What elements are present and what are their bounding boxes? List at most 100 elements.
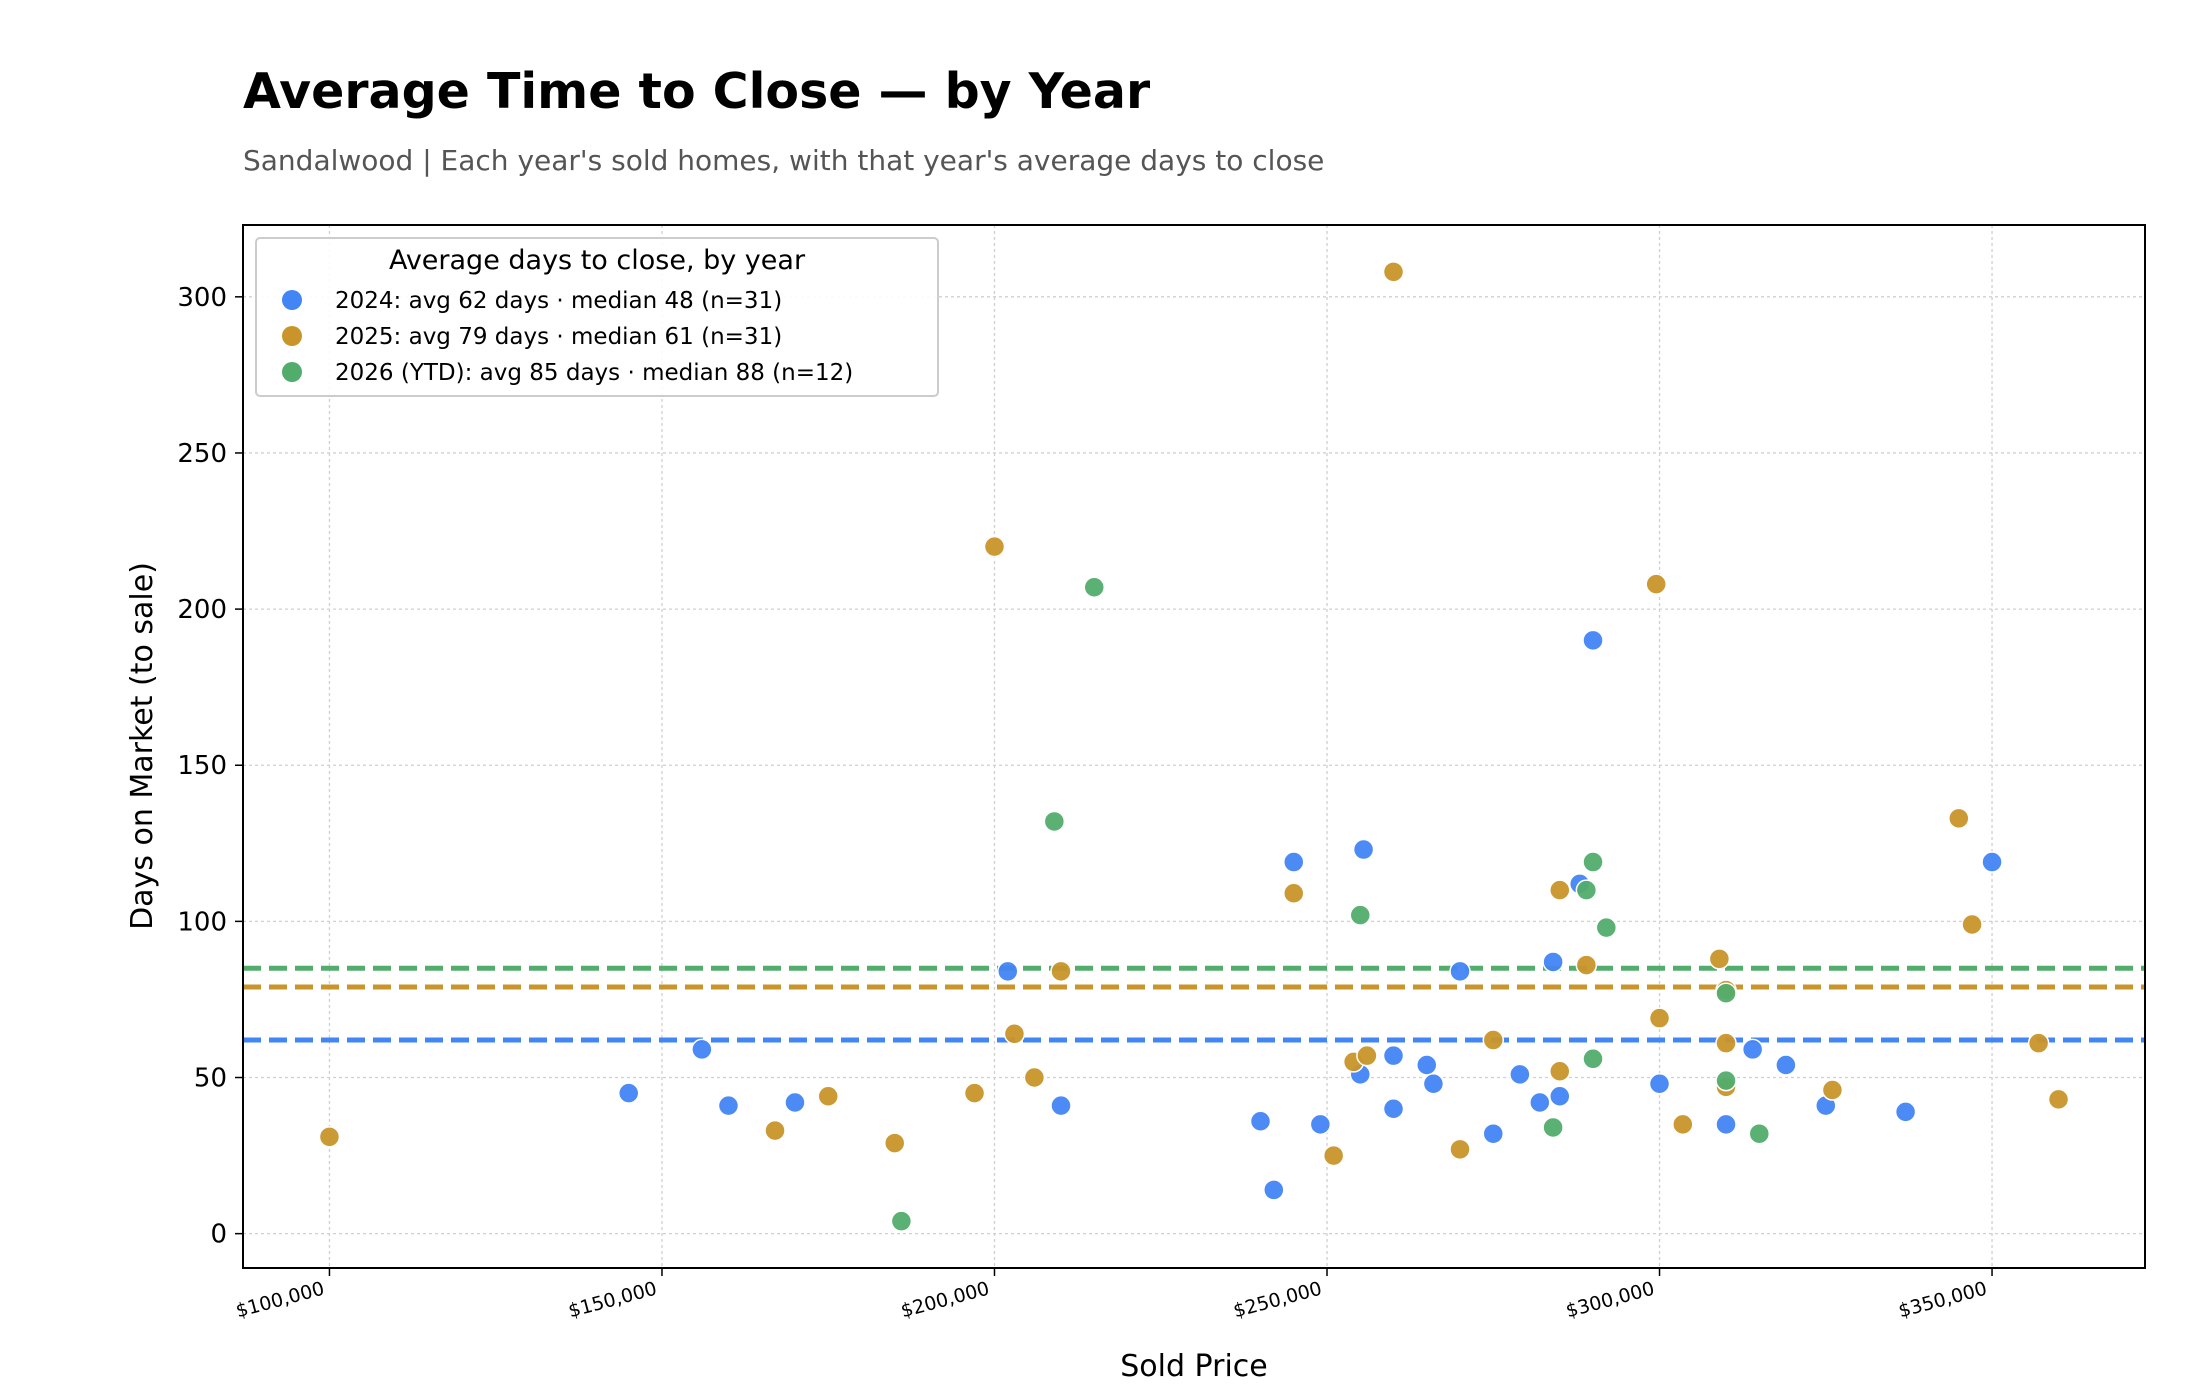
- data-point: [1948, 807, 1970, 830]
- legend: Average days to close, by year 2024: avg…: [255, 237, 939, 397]
- data-point: [1582, 629, 1604, 652]
- data-point: [2027, 1032, 2050, 1054]
- data-point: [1715, 1032, 1737, 1054]
- data-point: [1648, 1007, 1671, 1029]
- data-point: [1449, 960, 1471, 983]
- data-point: [1023, 1066, 1046, 1089]
- y-tick-label: 0: [210, 1220, 227, 1250]
- data-point: [1509, 1063, 1531, 1086]
- legend-marker-2024: [282, 290, 302, 310]
- data-point: [1582, 851, 1604, 873]
- data-point: [1715, 1113, 1737, 1136]
- data-point: [1249, 1110, 1272, 1132]
- data-point: [883, 1132, 906, 1154]
- data-point: [1549, 1085, 1571, 1107]
- legend-box: [255, 237, 939, 397]
- data-point: [1961, 913, 1983, 936]
- y-tick-label: 300: [177, 283, 227, 313]
- data-point: [1050, 960, 1072, 983]
- data-point: [1575, 879, 1598, 901]
- data-point: [1708, 948, 1731, 970]
- legend-marker-2026: [282, 362, 302, 382]
- data-point: [1309, 1113, 1332, 1136]
- data-point: [1715, 1069, 1737, 1092]
- x-tick-label: $350,000: [1896, 1278, 1989, 1323]
- legend-title: Average days to close, by year: [389, 245, 806, 276]
- chart-title: Average Time to Close — by Year: [243, 63, 1151, 120]
- data-point: [1263, 1179, 1285, 1201]
- plot-area-frame: [242, 224, 2146, 1269]
- data-point: [1575, 954, 1598, 976]
- grid-lines: [243, 225, 2145, 1268]
- data-point: [617, 1082, 640, 1104]
- data-point: [1549, 1060, 1571, 1083]
- legend-entry-2025: 2025: avg 79 days · median 61 (n=31): [335, 324, 782, 350]
- data-point: [1821, 1079, 1844, 1101]
- data-point: [1542, 951, 1564, 973]
- data-point: [1382, 1097, 1405, 1120]
- y-axis-ticks: 0 50 100 150 200 250 300: [177, 283, 243, 1250]
- data-point: [1043, 810, 1066, 833]
- data-point: [1482, 1122, 1505, 1145]
- data-point: [1322, 1144, 1345, 1167]
- data-point: [1981, 851, 2003, 873]
- average-lines: [243, 965, 2145, 1043]
- data-point: [1645, 573, 1667, 595]
- data-point: [1083, 576, 1105, 598]
- x-tick-label: $300,000: [1564, 1278, 1657, 1323]
- data-point: [1648, 1073, 1671, 1095]
- legend-marker-2025: [282, 326, 302, 346]
- legend-entry-2026: 2026 (YTD): avg 85 days · median 88 (n=1…: [335, 360, 853, 386]
- y-tick-label: 100: [177, 907, 227, 937]
- data-point: [1582, 1048, 1604, 1070]
- data-point: [2047, 1088, 2070, 1111]
- data-point: [1283, 851, 1305, 873]
- data-point: [1775, 1054, 1797, 1076]
- data-point: [1382, 261, 1405, 283]
- data-point: [1549, 879, 1571, 901]
- legend-entry-2024: 2024: avg 62 days · median 48 (n=31): [335, 288, 782, 314]
- data-point: [1352, 838, 1375, 861]
- data-points: [318, 261, 2070, 1232]
- data-point: [1356, 1044, 1378, 1067]
- data-point: [784, 1091, 806, 1114]
- data-point: [1741, 1038, 1764, 1061]
- data-point: [1748, 1122, 1771, 1145]
- y-tick-label: 150: [177, 751, 227, 781]
- data-point: [1542, 1116, 1564, 1139]
- x-axis-ticks: $100,000 $150,000 $200,000 $250,000 $300,000…: [233, 1268, 1993, 1323]
- data-point: [963, 1082, 986, 1104]
- x-axis-label: Sold Price: [1120, 1349, 1268, 1384]
- data-point: [1672, 1113, 1694, 1136]
- chart-subtitle: Sandalwood | Each year's sold homes, wit…: [243, 144, 1324, 177]
- data-point: [764, 1119, 786, 1142]
- data-point: [1050, 1094, 1072, 1117]
- x-tick-label: $200,000: [899, 1278, 992, 1323]
- data-point: [1482, 1029, 1505, 1051]
- data-point: [1349, 904, 1372, 926]
- data-point: [890, 1210, 913, 1232]
- data-point: [1422, 1073, 1445, 1095]
- data-point: [1595, 916, 1618, 939]
- data-point: [1416, 1054, 1438, 1076]
- data-point: [318, 1126, 341, 1148]
- data-point: [1894, 1101, 1917, 1123]
- data-point: [717, 1094, 740, 1117]
- y-tick-label: 200: [177, 595, 227, 625]
- data-point: [1449, 1138, 1471, 1161]
- x-tick-label: $250,000: [1231, 1278, 1324, 1323]
- y-tick-label: 250: [177, 439, 227, 469]
- data-point: [983, 535, 1006, 558]
- data-point: [817, 1085, 839, 1107]
- y-axis-label: Days on Market (to sale): [125, 562, 160, 930]
- data-point: [1715, 982, 1737, 1004]
- data-point: [1283, 882, 1305, 905]
- data-point: [1003, 1023, 1026, 1045]
- x-tick-label: $150,000: [566, 1278, 659, 1323]
- data-point: [997, 960, 1019, 983]
- x-tick-label: $100,000: [233, 1278, 326, 1323]
- data-point: [1529, 1091, 1551, 1114]
- data-point: [1382, 1044, 1405, 1067]
- y-tick-label: 50: [194, 1064, 227, 1094]
